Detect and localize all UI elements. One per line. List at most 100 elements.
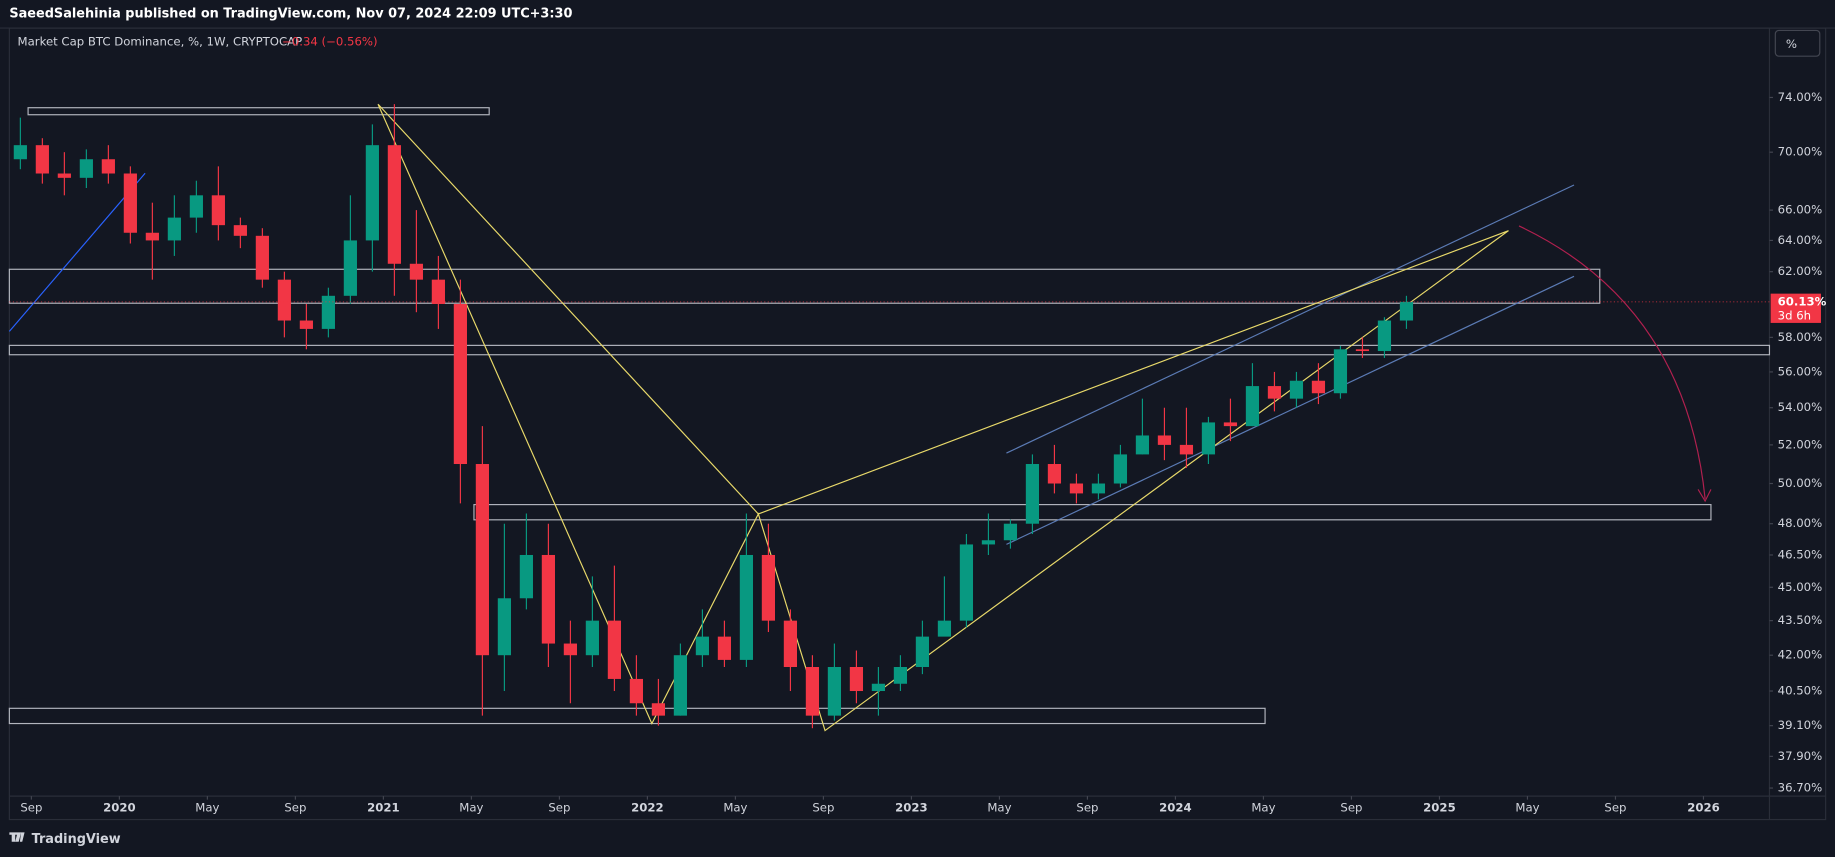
candle-body xyxy=(13,145,27,160)
y-tick-label: 42.00% xyxy=(1778,648,1823,662)
candle-body xyxy=(519,554,533,599)
scale-button[interactable] xyxy=(1774,29,1821,57)
candle-body xyxy=(277,279,291,321)
x-tick-label: 2024 xyxy=(1159,800,1192,814)
candle-body xyxy=(1201,422,1216,455)
y-tick-label: 56.00% xyxy=(1778,364,1823,378)
candle-body xyxy=(739,554,754,660)
zone-box xyxy=(8,268,1601,304)
x-tick-label: 2022 xyxy=(631,800,664,814)
candle-body xyxy=(1245,386,1260,427)
candle-body xyxy=(629,678,643,704)
x-tick-label: Sep xyxy=(812,800,834,814)
candle-body xyxy=(1355,349,1370,352)
candle-body xyxy=(1333,349,1348,394)
arrow-head xyxy=(1697,489,1712,503)
candle-body xyxy=(1047,464,1062,484)
x-tick-label: May xyxy=(1515,800,1539,814)
candle-body xyxy=(871,683,886,692)
x-tick-label: May xyxy=(723,800,747,814)
candle-body xyxy=(233,225,247,236)
candle-body xyxy=(1267,386,1282,399)
x-tick-label: 2026 xyxy=(1687,800,1720,814)
candle-body xyxy=(585,620,599,656)
x-tick-label: 2020 xyxy=(103,800,136,814)
y-tick-label: 46.50% xyxy=(1778,547,1823,561)
candle-body xyxy=(1135,435,1150,455)
countdown-label: 3d 6h xyxy=(1778,308,1811,322)
axes: 74.00% 70.00% 66.00% 64.00% 62.00% 58.00% 56.0… xyxy=(9,90,1827,814)
x-tick-label: Sep xyxy=(20,800,42,814)
candle-body xyxy=(1113,454,1128,484)
brand-name: TradingView xyxy=(32,832,121,847)
candle-body xyxy=(805,666,820,716)
x-tick-label: May xyxy=(195,800,219,814)
y-tick-label: 52.00% xyxy=(1778,437,1823,451)
candle-body xyxy=(1311,380,1326,394)
channel-line xyxy=(1006,275,1575,545)
y-tick-label: 70.00% xyxy=(1778,145,1823,159)
x-tick-label: Sep xyxy=(548,800,570,814)
candle-body xyxy=(145,232,159,241)
y-tick-label: 54.00% xyxy=(1778,400,1823,414)
x-tick-label: Sep xyxy=(1340,800,1362,814)
candle-body xyxy=(563,643,577,656)
zone-box xyxy=(8,707,1266,725)
y-tick-label: 45.00% xyxy=(1778,580,1823,594)
candle-body xyxy=(343,240,357,296)
candle-body xyxy=(541,554,555,644)
y-tick-label: 48.00% xyxy=(1778,516,1823,530)
x-tick-label: May xyxy=(987,800,1011,814)
channel-line xyxy=(1006,184,1575,454)
y-tick-label: 40.50% xyxy=(1778,684,1823,698)
candle-body xyxy=(849,666,864,692)
x-tick-label: May xyxy=(1251,800,1275,814)
candle-body xyxy=(1377,320,1392,352)
candle-body xyxy=(365,145,379,241)
last-price-label: 60.13% xyxy=(1778,294,1827,308)
candle-body xyxy=(387,145,401,264)
x-tick-label: May xyxy=(459,800,483,814)
candle-body xyxy=(409,263,423,280)
candle-body xyxy=(651,703,666,716)
candle-body xyxy=(497,598,511,656)
pattern-lines xyxy=(377,103,1509,732)
candle-body xyxy=(35,145,49,174)
candle-body xyxy=(981,540,996,545)
frame xyxy=(8,27,1827,821)
candle-body xyxy=(255,235,269,280)
legend-symbol: Market Cap BTC Dominance, %, 1W, CRYPTOC… xyxy=(18,35,303,49)
x-tick-label: 2023 xyxy=(895,800,928,814)
candle-body xyxy=(431,279,445,304)
y-tick-label: 39.10% xyxy=(1778,718,1823,732)
candle-body xyxy=(299,320,313,329)
x-tick-label: 2021 xyxy=(367,800,400,814)
candle-body xyxy=(1091,483,1106,494)
x-tick-label: Sep xyxy=(1076,800,1098,814)
trend-line xyxy=(8,172,146,332)
scale-button-label[interactable]: % xyxy=(1786,37,1797,51)
brand-logo xyxy=(9,832,25,842)
candle-body xyxy=(695,636,710,656)
y-tick-label: 43.50% xyxy=(1778,613,1823,627)
legend-change: −0.34 (−0.56%) xyxy=(282,35,378,49)
zone-box xyxy=(473,504,1712,521)
x-tick-label: 2025 xyxy=(1423,800,1456,814)
drawings xyxy=(8,103,1771,732)
x-tick-label: Sep xyxy=(1604,800,1626,814)
candle-body xyxy=(189,195,203,218)
y-tick-label: 50.00% xyxy=(1778,476,1823,490)
candle-body xyxy=(1157,435,1172,445)
candle-body xyxy=(1399,301,1414,321)
candle-body xyxy=(1223,422,1238,427)
candle-body xyxy=(167,217,181,241)
candle-body xyxy=(1025,464,1040,524)
candle-body xyxy=(915,636,930,667)
y-tick-label: 62.00% xyxy=(1778,264,1823,278)
candle-body xyxy=(1069,483,1084,494)
x-tick-label: Sep xyxy=(284,800,306,814)
zone-box xyxy=(8,344,1771,356)
